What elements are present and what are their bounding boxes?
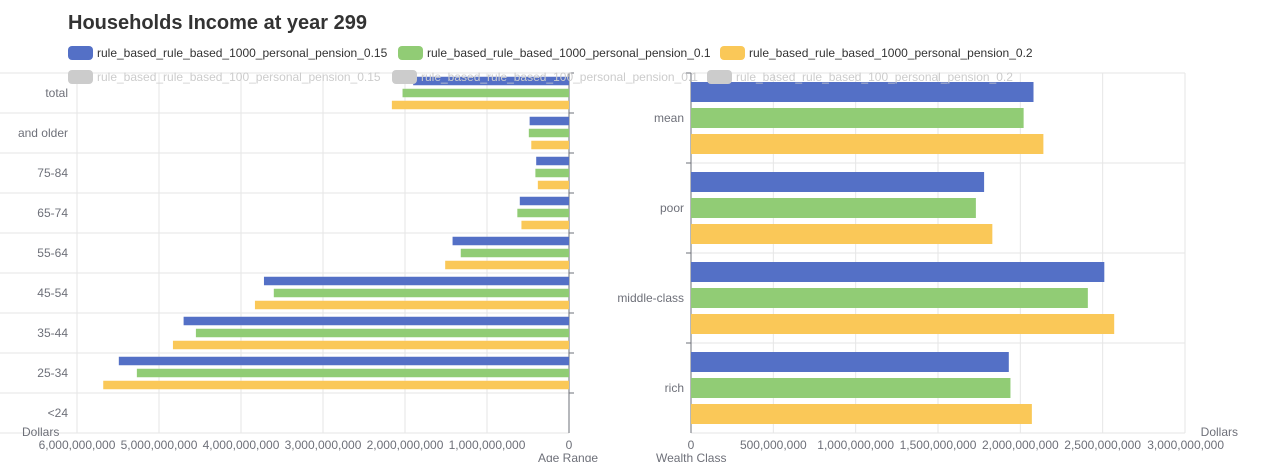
bar [263, 276, 569, 286]
y-tick-label: 55-64 [37, 246, 68, 260]
bar [691, 82, 1034, 102]
bar [537, 180, 569, 190]
legend-label: rule_based_rule_based_100_personal_pensi… [736, 70, 1013, 84]
bar [254, 300, 569, 310]
bar [691, 134, 1044, 154]
bar [691, 172, 985, 192]
x-tick-label: 5,000,000,000 [121, 438, 198, 452]
bar [691, 352, 1009, 372]
x-axis-label: Dollars [22, 425, 59, 439]
legend-item[interactable]: rule_based_rule_based_100_personal_pensi… [392, 70, 698, 84]
legend-label: rule_based_rule_based_100_personal_pensi… [97, 70, 381, 84]
legend-swatch [68, 70, 93, 84]
y-tick-label: rich [665, 381, 684, 395]
bar [445, 260, 569, 270]
x-tick-label: 2,500,000,000 [1064, 438, 1141, 452]
legend-swatch [392, 70, 417, 84]
x-tick-label: 3,000,000,000 [285, 438, 362, 452]
y-tick-label: 45-54 [37, 286, 68, 300]
bar [103, 380, 570, 390]
bar [691, 198, 976, 218]
bar [529, 116, 569, 126]
legend-swatch [68, 46, 93, 60]
chart-title: Households Income at year 299 [68, 12, 368, 34]
x-tick-label: 500,000,000 [740, 438, 807, 452]
x-tick-label: 0 [688, 438, 695, 452]
x-tick-label: 1,000,000,000 [449, 438, 526, 452]
x-tick-label: 2,000,000,000 [982, 438, 1059, 452]
legend-item[interactable]: rule_based_rule_based_100_personal_pensi… [707, 70, 1013, 84]
legend-item[interactable]: rule_based_rule_based_1000_personal_pens… [720, 46, 1033, 60]
y-tick-label: middle-class [617, 291, 684, 305]
legend-label: rule_based_rule_based_100_personal_pensi… [421, 70, 698, 84]
bar [535, 168, 569, 178]
y-axis-label: Wealth Class [656, 451, 726, 462]
x-tick-label: 1,500,000,000 [900, 438, 977, 452]
bar [452, 236, 569, 246]
x-tick-label: 3,000,000,000 [1147, 438, 1224, 452]
bar [691, 224, 993, 244]
legend-label: rule_based_rule_based_1000_personal_pens… [749, 46, 1033, 60]
legend-swatch [720, 46, 745, 60]
bar [172, 340, 569, 350]
y-tick-label: 35-44 [37, 326, 68, 340]
bar [460, 248, 569, 258]
legend-item[interactable]: rule_based_rule_based_1000_personal_pens… [68, 46, 387, 60]
x-tick-label: 1,000,000,000 [817, 438, 894, 452]
x-axis-label: Dollars [1201, 425, 1238, 439]
bar [183, 316, 569, 326]
bar [691, 378, 1011, 398]
bar [413, 76, 569, 86]
bar [691, 404, 1032, 424]
y-tick-label: mean [654, 111, 684, 125]
legend-item[interactable]: rule_based_rule_based_100_personal_pensi… [68, 70, 381, 84]
legend-swatch [398, 46, 423, 60]
bar [136, 368, 570, 378]
y-axis-label: Age Range [538, 451, 598, 462]
bar [691, 314, 1115, 334]
bar [691, 262, 1105, 282]
bar [691, 288, 1088, 308]
x-tick-label: 2,000,000,000 [367, 438, 444, 452]
y-tick-label: 75-84 [37, 166, 68, 180]
bar [536, 156, 569, 166]
x-tick-label: 6,000,000,000 [39, 438, 116, 452]
bar [691, 108, 1024, 128]
x-tick-label: 4,000,000,000 [203, 438, 280, 452]
bar [531, 140, 569, 150]
legend-label: rule_based_rule_based_1000_personal_pens… [427, 46, 711, 60]
bar [391, 100, 569, 110]
bar [402, 88, 569, 98]
y-tick-label: poor [660, 201, 684, 215]
y-tick-label: 25-34 [37, 366, 68, 380]
bar [118, 356, 569, 366]
y-tick-label: 65-74 [37, 206, 68, 220]
y-tick-label: total [45, 86, 68, 100]
bar [195, 328, 569, 338]
legend-item[interactable]: rule_based_rule_based_1000_personal_pens… [398, 46, 711, 60]
bar [273, 288, 569, 298]
bar [521, 220, 569, 230]
bar [519, 196, 569, 206]
bar [528, 128, 569, 138]
y-tick-label: and older [18, 126, 68, 140]
y-tick-label: <24 [48, 406, 69, 420]
bar [517, 208, 569, 218]
x-tick-label: 0 [566, 438, 573, 452]
legend-label: rule_based_rule_based_1000_personal_pens… [97, 46, 388, 60]
legend-swatch [707, 70, 732, 84]
